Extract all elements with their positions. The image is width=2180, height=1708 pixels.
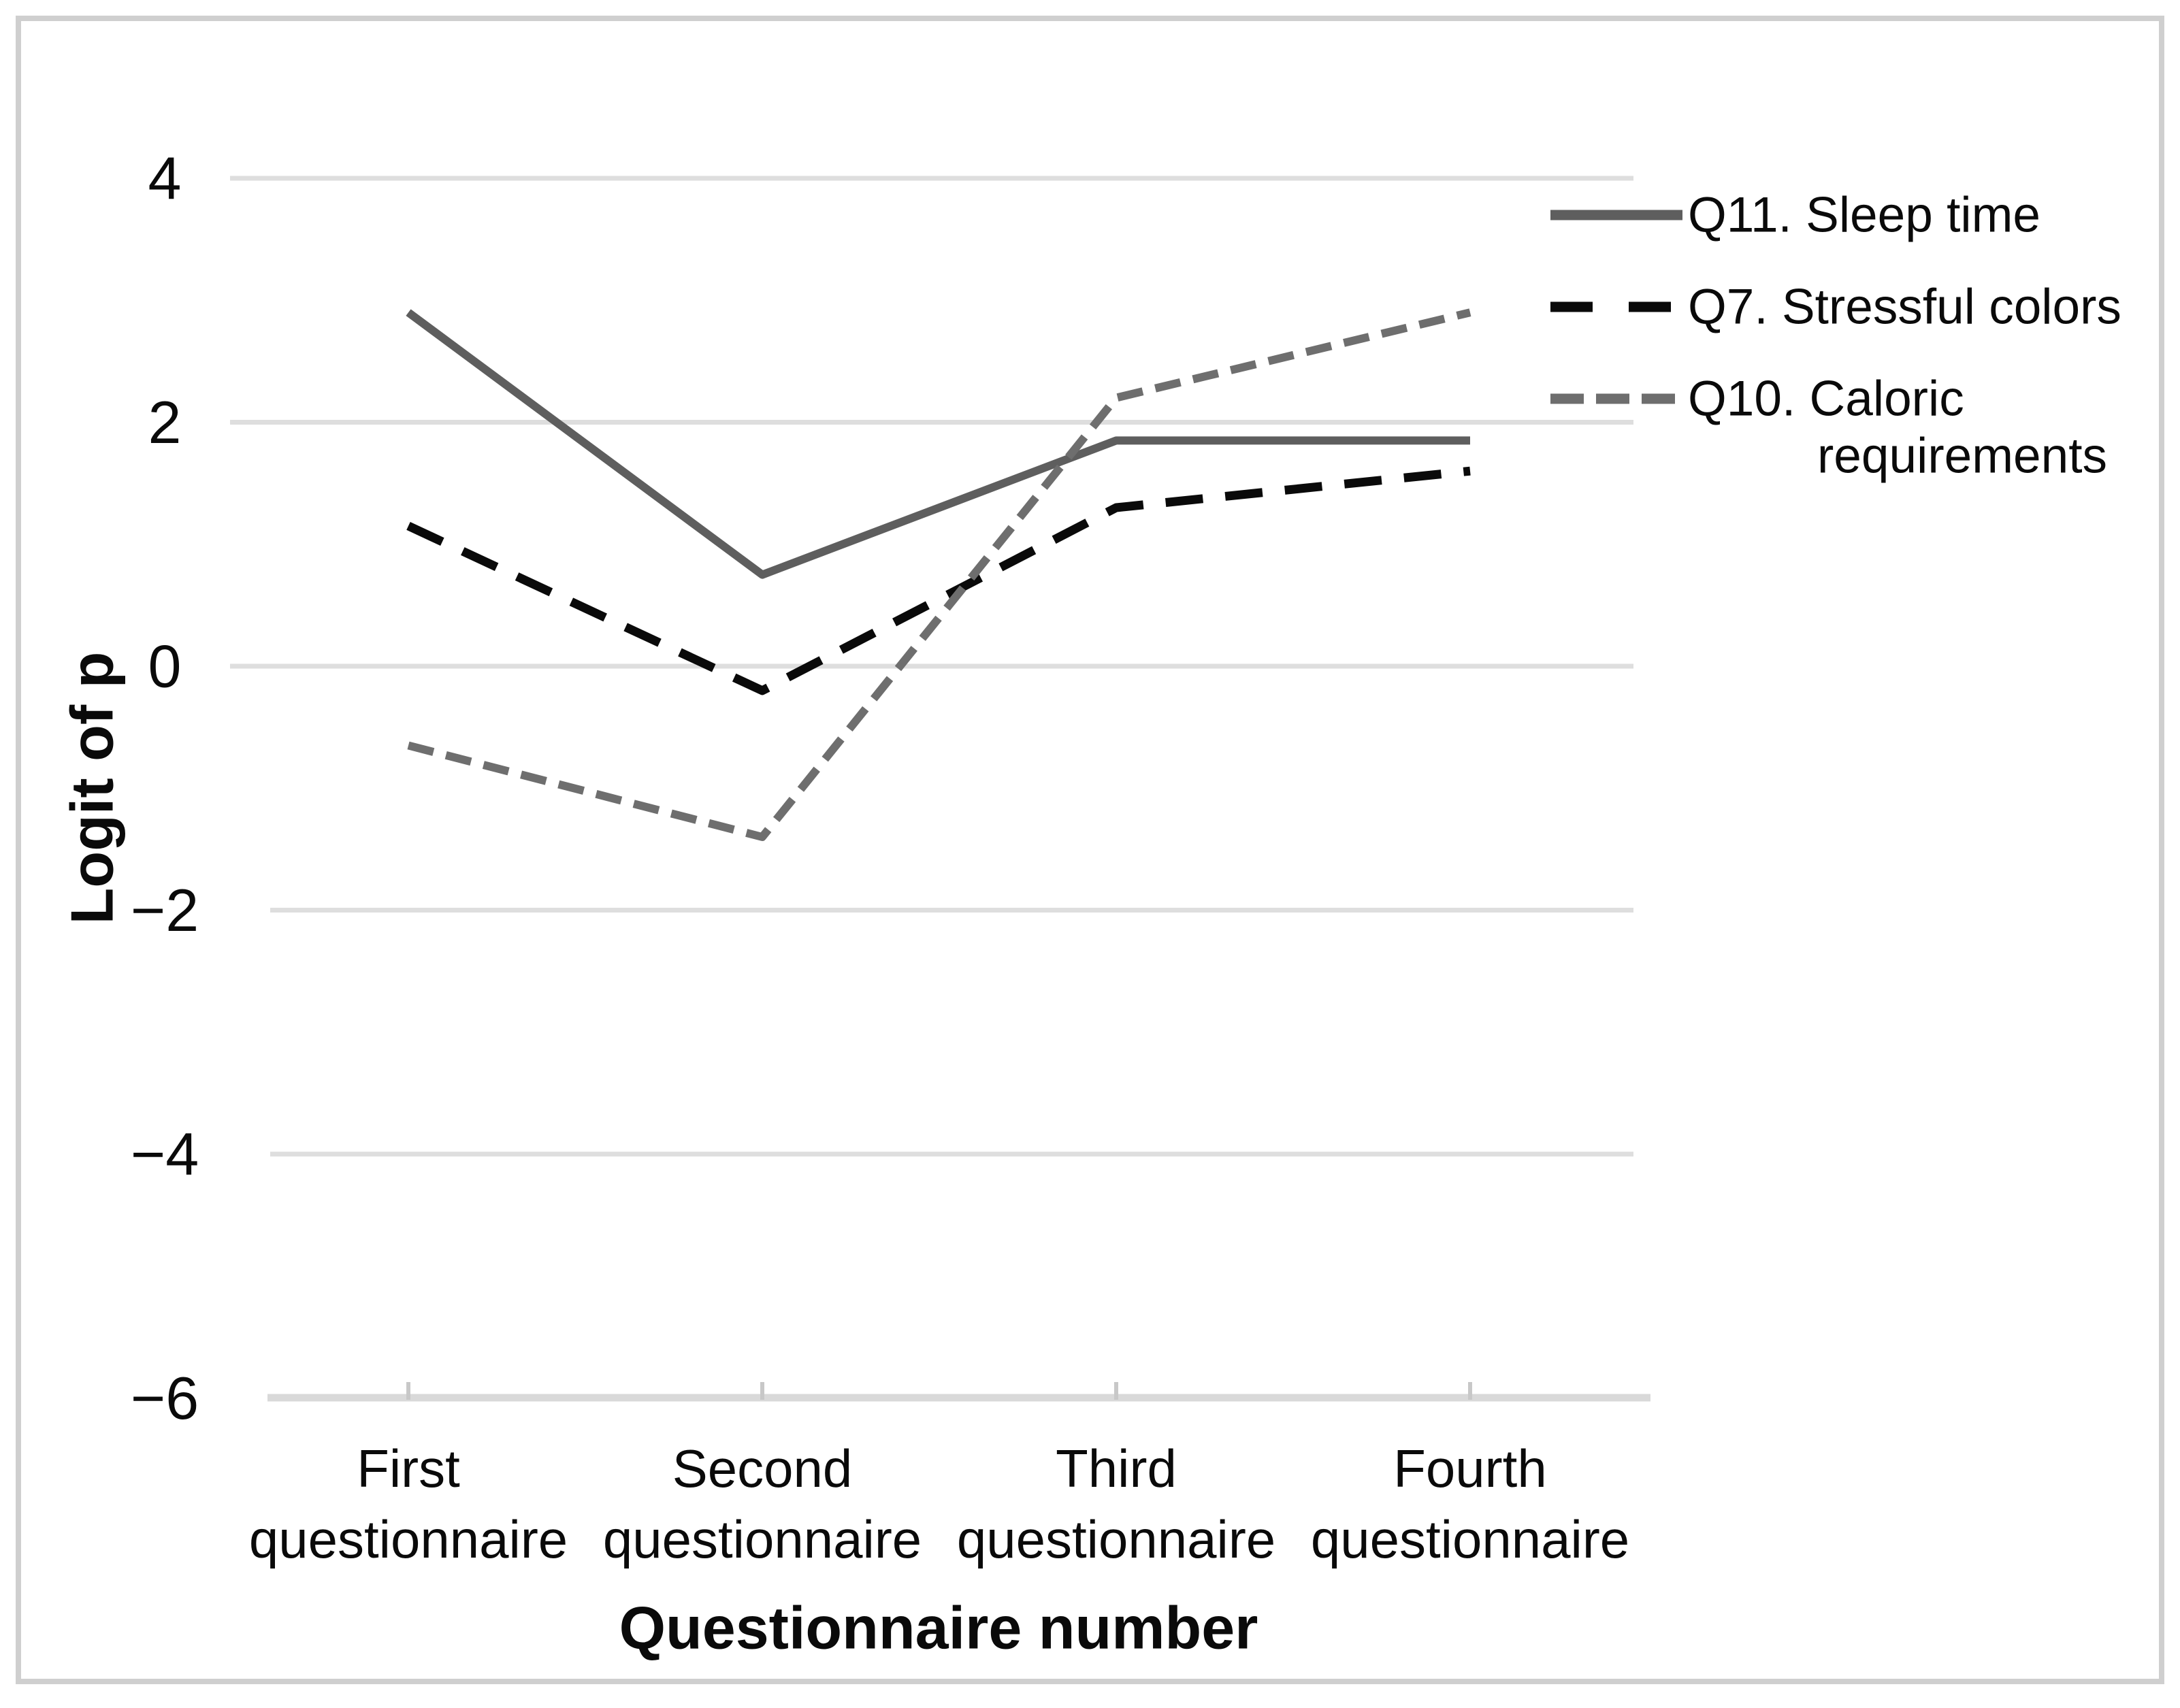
y-tick-label: −2 <box>131 876 199 944</box>
legend-label-q10-caloric-requirements: requirements <box>1817 429 2107 484</box>
y-axis-title: Logit of p <box>59 652 126 925</box>
axis-labels: 4 2 0 −2 −4 −6 First questionnaire Second questio… <box>131 145 1629 1570</box>
y-tick-label: −6 <box>131 1364 199 1432</box>
x-axis-title: Questionnaire number <box>619 1594 1258 1662</box>
x-category-label: questionnaire <box>603 1509 922 1569</box>
y-tick-label: −4 <box>131 1121 199 1188</box>
legend-label-q7-stressful-colors: Q7. Stressful colors <box>1688 280 2121 335</box>
x-category-label: Third <box>1056 1439 1177 1498</box>
figure-border <box>16 16 2164 1684</box>
legend-label-q11-sleep-time: Q11. Sleep time <box>1688 188 2040 243</box>
x-category-label: questionnaire <box>957 1509 1275 1569</box>
x-category-label: questionnaire <box>249 1509 568 1569</box>
x-category-label: Fourth <box>1393 1439 1546 1498</box>
legend: Q11. Sleep time Q7. Stressful colors Q10. … <box>1550 188 2121 484</box>
y-tick-label: 2 <box>148 389 182 456</box>
y-tick-label: 0 <box>148 633 182 700</box>
series-line-q10-caloric-requirements <box>407 308 1471 841</box>
y-tick-label: 4 <box>148 145 182 212</box>
x-category-label: Second <box>672 1439 853 1498</box>
legend-label-q10-caloric-requirements: Q10. Caloric <box>1688 372 1964 427</box>
x-axis <box>267 1382 1650 1402</box>
series <box>406 308 1471 841</box>
x-category-label: First <box>357 1439 460 1498</box>
x-category-label: questionnaire <box>1311 1509 1629 1569</box>
gridlines <box>230 176 1633 1157</box>
series-line-q7-stressful-colors <box>406 466 1471 695</box>
series-line-q11-sleep-time <box>406 309 1470 579</box>
